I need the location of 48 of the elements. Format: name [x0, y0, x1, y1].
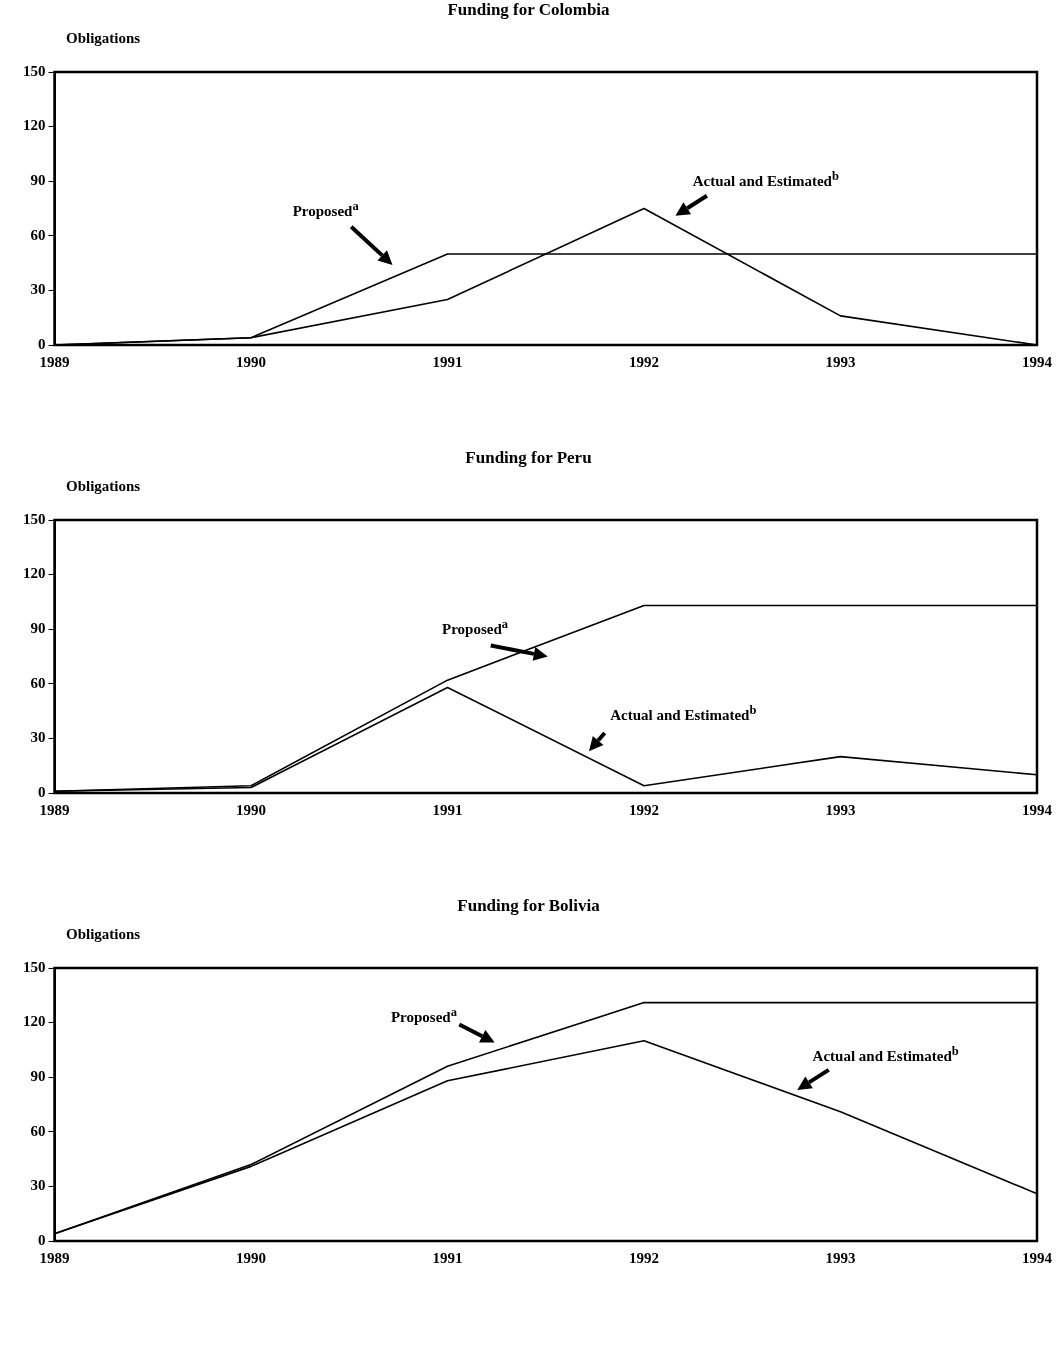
- x-tick-label: 1991: [432, 1249, 463, 1266]
- x-tick-label: 1994: [1022, 353, 1053, 370]
- y-tick-label: 60: [30, 226, 46, 243]
- x-tick-label: 1989: [39, 801, 70, 818]
- y-tick-label: 0: [38, 783, 46, 800]
- text: Actual and Estimated$^{b}$: [610, 702, 757, 724]
- x-tick-label: 1991: [432, 801, 463, 818]
- y-tick-label: 150: [23, 62, 46, 79]
- y-tick-label: 90: [30, 1068, 46, 1085]
- x-tick-label: 1992: [629, 353, 659, 370]
- x-tick-label: 1992: [629, 801, 659, 818]
- text: Actual and Estimated$^{b}$: [812, 1043, 959, 1065]
- y-axis-title: Obligations: [66, 926, 141, 943]
- x-tick-label: 1993: [825, 353, 856, 370]
- text: Proposed$^{a}$: [292, 198, 359, 219]
- x-tick-label: 1991: [432, 353, 463, 370]
- x-tick-label: 1990: [236, 1249, 266, 1266]
- y-tick-label: 60: [30, 1122, 46, 1139]
- y-tick-label: 120: [23, 565, 46, 582]
- chart-title: Funding for Peru: [464, 448, 593, 468]
- y-tick-label: 30: [30, 1177, 46, 1194]
- y-tick-label: 0: [38, 335, 46, 352]
- x-tick-label: 1989: [39, 353, 70, 370]
- y-axis-title: Obligations: [66, 478, 141, 495]
- series-label: Proposed$^{a}$: [442, 616, 508, 638]
- y-tick-label: 150: [23, 510, 46, 527]
- y-tick-label: 30: [30, 729, 46, 746]
- y-axis-title: Obligations: [66, 30, 141, 47]
- x-tick-label: 1994: [1022, 1249, 1053, 1266]
- text: Proposed$^{a}$: [390, 1004, 457, 1026]
- chart-title: Funding for Colombia: [446, 0, 611, 20]
- y-tick-label: 90: [30, 620, 46, 637]
- y-tick-label: 60: [30, 674, 46, 691]
- x-tick-label: 1990: [236, 801, 266, 818]
- y-tick-label: 90: [30, 172, 46, 189]
- x-tick-label: 1989: [39, 1249, 70, 1266]
- x-tick-label: 1992: [629, 1249, 659, 1266]
- x-tick-label: 1994: [1022, 801, 1053, 818]
- x-tick-label: 1993: [825, 1249, 856, 1266]
- x-tick-label: 1993: [825, 801, 856, 818]
- y-tick-label: 120: [23, 117, 46, 134]
- y-tick-label: 0: [38, 1231, 46, 1248]
- x-tick-label: 1990: [236, 353, 266, 370]
- y-tick-label: 150: [23, 958, 46, 975]
- y-tick-label: 120: [23, 1013, 46, 1030]
- y-tick-label: 30: [30, 281, 46, 298]
- chart-title: Funding for Bolivia: [456, 896, 601, 916]
- text: Actual and Estimated$^{b}$: [692, 168, 839, 190]
